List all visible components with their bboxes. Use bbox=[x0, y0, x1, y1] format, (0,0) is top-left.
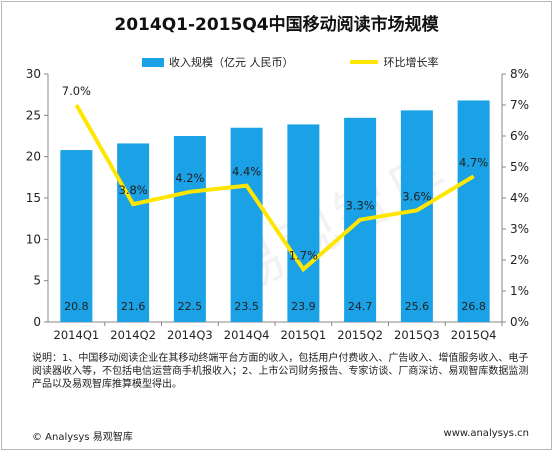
y-right-tick-label: 1% bbox=[510, 284, 529, 298]
bar bbox=[401, 110, 433, 322]
bar-value-label: 23.9 bbox=[291, 300, 316, 313]
growth-value-label: 3.6% bbox=[402, 189, 431, 203]
footer-url: www.analysys.cn bbox=[444, 428, 529, 439]
bar-value-label: 20.8 bbox=[64, 300, 89, 313]
y-right-tick-label: 8% bbox=[510, 67, 529, 81]
y-right-tick-label: 4% bbox=[510, 191, 529, 205]
bar bbox=[231, 128, 263, 322]
x-tick-label: 2014Q4 bbox=[224, 328, 270, 342]
bar-value-label: 21.6 bbox=[121, 300, 146, 313]
x-tick-label: 2014Q1 bbox=[54, 328, 100, 342]
y-right-tick-label: 7% bbox=[510, 98, 529, 112]
bar bbox=[287, 124, 319, 322]
growth-value-label: 7.0% bbox=[62, 84, 91, 98]
bar bbox=[458, 100, 490, 322]
y-right-tick-label: 5% bbox=[510, 160, 529, 174]
y-right-tick-label: 3% bbox=[510, 222, 529, 236]
bar-value-label: 24.7 bbox=[348, 300, 373, 313]
bar-value-label: 22.5 bbox=[178, 300, 203, 313]
growth-value-label: 4.2% bbox=[175, 171, 204, 185]
y-left-tick-label: 25 bbox=[26, 108, 41, 122]
bar bbox=[117, 143, 149, 322]
bar-value-label: 26.8 bbox=[461, 300, 486, 313]
y-left-tick-label: 20 bbox=[26, 150, 41, 164]
y-left-tick-label: 5 bbox=[33, 274, 41, 288]
x-tick-label: 2015Q2 bbox=[337, 328, 383, 342]
y-left-tick-label: 30 bbox=[26, 67, 41, 81]
y-right-tick-label: 6% bbox=[510, 129, 529, 143]
bar-value-label: 25.6 bbox=[405, 300, 430, 313]
y-left-tick-label: 15 bbox=[26, 191, 41, 205]
bar bbox=[174, 136, 206, 322]
y-right-tick-label: 0% bbox=[510, 315, 529, 329]
y-left-tick-label: 10 bbox=[26, 232, 41, 246]
growth-value-label: 1.7% bbox=[289, 248, 318, 262]
growth-value-label: 3.8% bbox=[119, 183, 148, 197]
y-right-tick-label: 2% bbox=[510, 253, 529, 267]
growth-value-label: 3.3% bbox=[346, 199, 375, 213]
note-text: 说明：1、中国移动阅读企业在其移动终端平台方面的收入，包括用户付费收入、广告收入… bbox=[32, 352, 532, 391]
growth-value-label: 4.7% bbox=[459, 155, 488, 169]
x-tick-label: 2015Q4 bbox=[451, 328, 497, 342]
y-left-tick-label: 0 bbox=[33, 315, 41, 329]
bar-value-label: 23.5 bbox=[234, 300, 259, 313]
bar bbox=[60, 150, 92, 322]
x-tick-label: 2014Q3 bbox=[167, 328, 213, 342]
x-tick-label: 2015Q1 bbox=[281, 328, 327, 342]
x-tick-label: 2015Q3 bbox=[394, 328, 440, 342]
footer-copyright: © Analysys 易观智库 bbox=[32, 428, 133, 443]
growth-value-label: 4.4% bbox=[232, 165, 261, 179]
x-tick-label: 2014Q2 bbox=[110, 328, 156, 342]
